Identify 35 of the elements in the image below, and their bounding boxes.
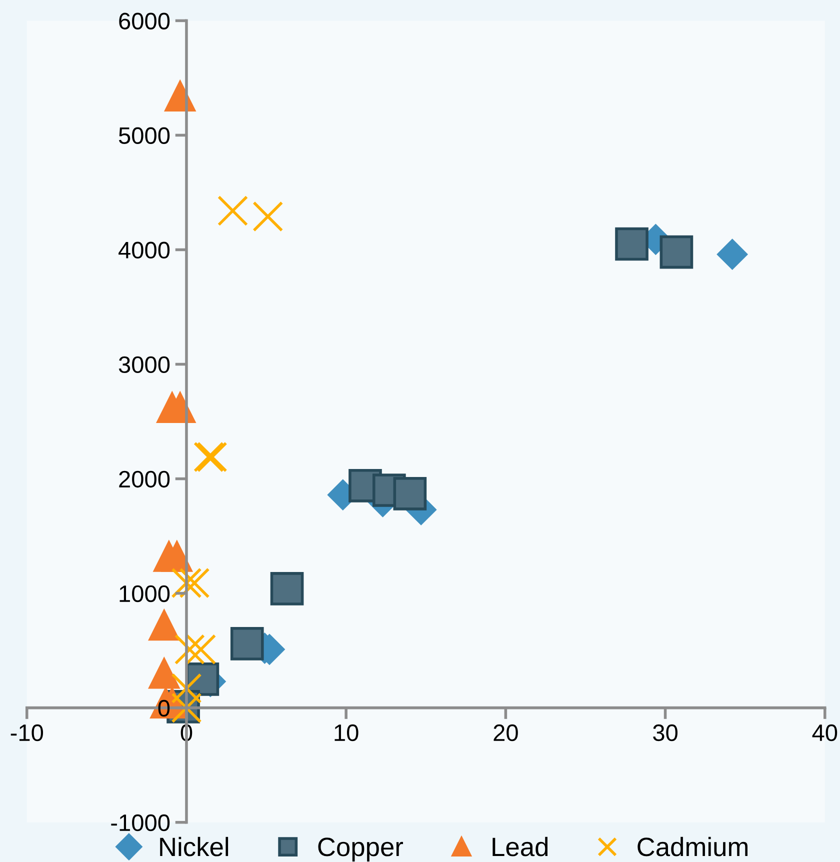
point (179, 568, 210, 598)
y-tick-label: 4000 (118, 242, 170, 259)
y-tick-label: 2000 (119, 470, 170, 488)
point (270, 572, 304, 606)
x-tick-label: 10 (334, 724, 358, 742)
point (174, 634, 205, 665)
point (164, 80, 196, 112)
y-tick-label: 0 (158, 700, 170, 717)
point (186, 634, 216, 665)
point (660, 235, 694, 269)
legend-label: Copper (318, 838, 404, 862)
y-tick-label: 5000 (118, 127, 170, 144)
legend-label: Lead (492, 836, 548, 856)
y-tick-label: 3000 (118, 356, 170, 374)
point (230, 627, 264, 660)
legend-label: Cadmium (638, 836, 748, 856)
point (171, 692, 202, 724)
y-tick-label: 6000 (119, 12, 170, 30)
y-tick-label: -1000 (111, 814, 170, 832)
point (148, 610, 180, 641)
point (162, 541, 192, 572)
point (171, 568, 202, 598)
point (393, 477, 427, 510)
x-tick-label: 30 (653, 724, 678, 742)
point (148, 658, 180, 689)
legend-label: Nickel (160, 836, 228, 856)
point (615, 227, 648, 261)
y-tick-label: 1000 (120, 585, 170, 602)
x-tick-label: 40 (812, 724, 838, 742)
x-tick-label: -10 (10, 724, 44, 742)
point (171, 673, 202, 704)
point (252, 201, 284, 232)
x-tick-label: 20 (494, 724, 518, 742)
point (717, 239, 748, 270)
point (217, 196, 248, 226)
